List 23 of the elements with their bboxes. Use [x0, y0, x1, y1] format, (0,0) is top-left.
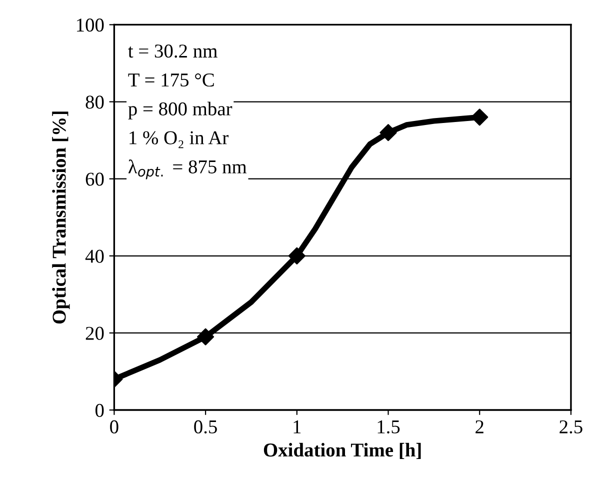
annotation: λ$_{opt.}$ = 875 nm: [128, 160, 247, 180]
annotation: t = 30.2 nm: [128, 44, 218, 58]
x-axis-title: Oxidation Time [h]: [264, 442, 421, 460]
annotation: T = 175 °C: [128, 73, 214, 87]
annotation: 1 % O₂ in Ar: [130, 131, 228, 148]
y-tick-label: 60: [86, 172, 104, 186]
y-tick-label: 40: [85, 250, 104, 263]
x-tick-label: 1.5: [378, 420, 400, 434]
point: [196, 328, 214, 346]
x-tick-label: 2.5: [560, 420, 582, 434]
x-tick-label: 1: [294, 420, 301, 434]
y-tick-label: 20: [86, 326, 104, 340]
x-tick-label: 0.5: [194, 420, 217, 434]
point: [471, 108, 488, 126]
x-tick-label: 2: [476, 420, 484, 434]
point: [288, 247, 306, 264]
x-tick-label: 0: [110, 420, 118, 434]
annotation: p = 800 mbar: [128, 102, 232, 120]
y-tick-label: 80: [86, 96, 104, 109]
y-tick-label: 100: [77, 18, 104, 32]
y-tick-label: 0: [95, 404, 104, 417]
y-axis-title: Optical Transmission [%]: [52, 112, 70, 324]
point: [380, 124, 397, 142]
